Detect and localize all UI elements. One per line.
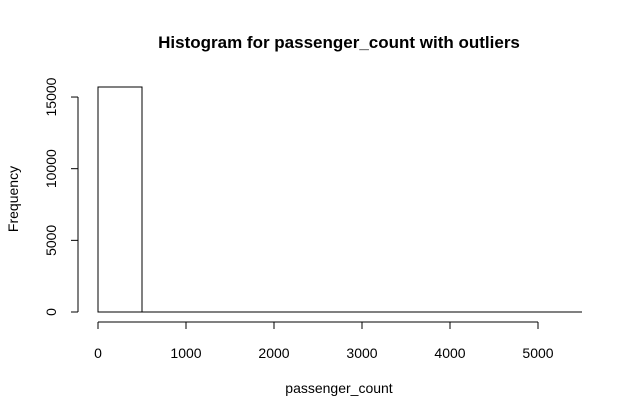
x-axis-label: passenger_count — [285, 380, 393, 396]
histogram-bar-0 — [97, 86, 143, 313]
x-tick-label: 4000 — [434, 345, 465, 361]
y-tick-label: 15000 — [43, 77, 59, 116]
y-tick-label: 5000 — [43, 225, 59, 256]
chart-title: Histogram for passenger_count with outli… — [158, 33, 520, 52]
x-tick-label: 2000 — [258, 345, 289, 361]
y-axis-label: Frequency — [5, 166, 21, 232]
x-tick-label: 3000 — [346, 345, 377, 361]
y-tick-label: 0 — [43, 308, 59, 316]
x-tick-label: 0 — [94, 345, 102, 361]
x-tick-label: 1000 — [170, 345, 201, 361]
x-axis: 0 1000 2000 3000 4000 5000 — [94, 321, 554, 361]
bars-group — [97, 86, 582, 313]
y-axis: 0 5000 10000 15000 — [43, 77, 79, 316]
y-tick-label: 10000 — [43, 149, 59, 188]
x-tick-label: 5000 — [522, 345, 553, 361]
